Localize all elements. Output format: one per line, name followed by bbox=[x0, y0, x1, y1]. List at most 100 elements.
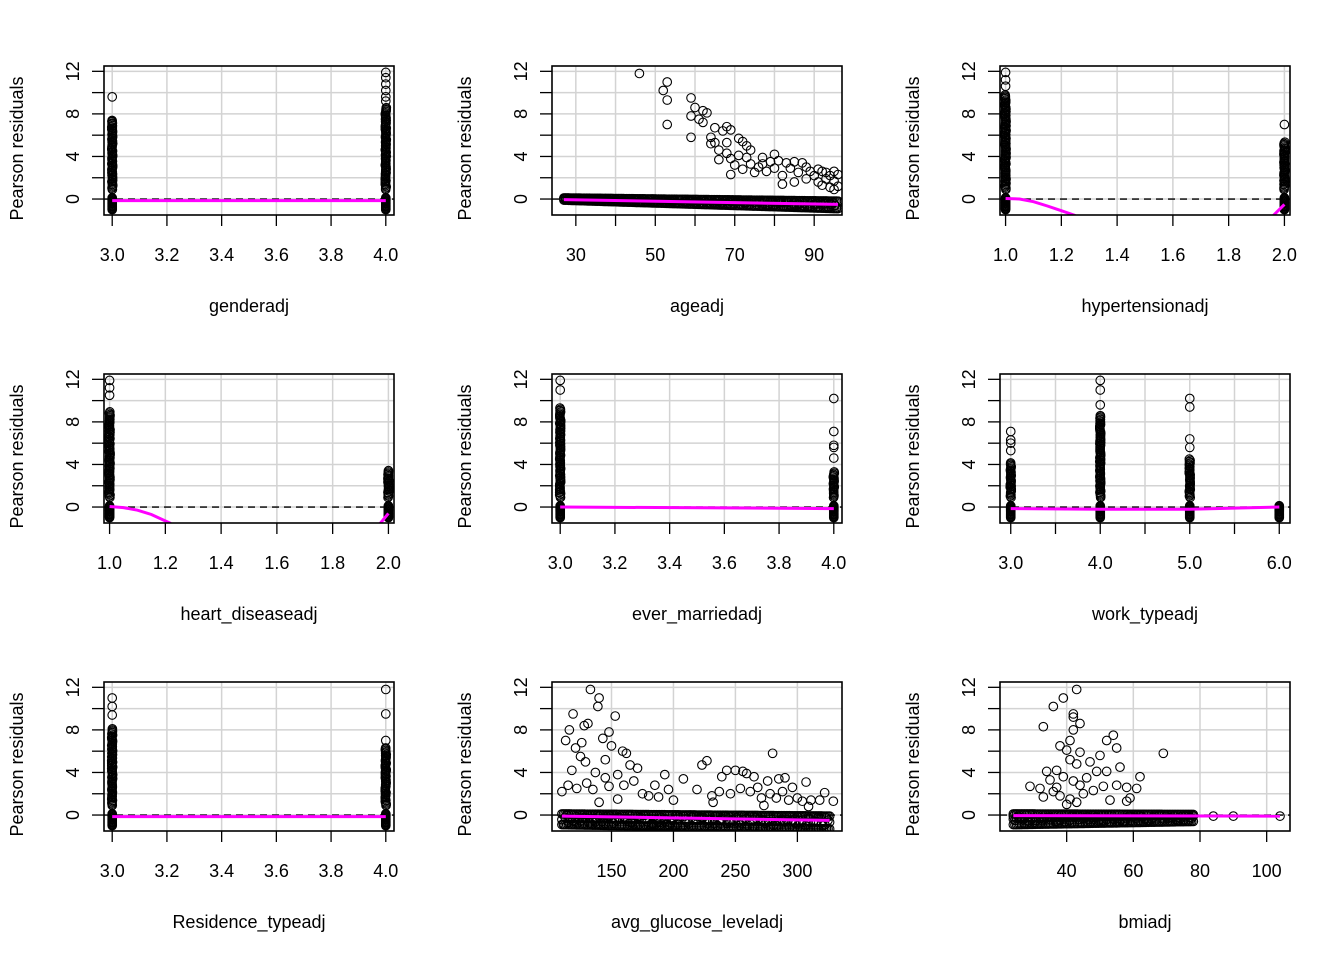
data-point bbox=[604, 727, 614, 737]
data-point bbox=[107, 92, 118, 102]
data-point bbox=[686, 111, 696, 121]
data-point bbox=[380, 79, 391, 89]
y-tick-label: 8 bbox=[511, 417, 531, 427]
data-point bbox=[579, 720, 590, 731]
residual-panel-bmiadj: 40 60 80 100 0 4 8 12 bmiadj Pearson residuals bbox=[903, 677, 1291, 932]
data-point bbox=[713, 145, 724, 155]
x-tick-label: 1.2 bbox=[1049, 245, 1074, 265]
y-tick-label: 8 bbox=[63, 417, 83, 427]
data-point bbox=[566, 765, 577, 776]
y-tick-label: 12 bbox=[63, 61, 83, 81]
y-tick-label: 8 bbox=[959, 109, 979, 119]
data-point bbox=[1061, 799, 1072, 810]
data-point bbox=[833, 181, 842, 192]
data-point bbox=[824, 817, 835, 827]
data-point bbox=[1095, 410, 1106, 421]
data-point bbox=[749, 771, 759, 782]
data-point bbox=[650, 780, 660, 791]
data-point bbox=[716, 771, 727, 782]
data-point bbox=[1041, 766, 1052, 777]
data-point bbox=[555, 375, 566, 386]
y-tick-label: 12 bbox=[511, 61, 531, 81]
data-point bbox=[783, 795, 794, 805]
data-point bbox=[580, 756, 591, 767]
plot-frame bbox=[551, 681, 843, 832]
data-point bbox=[104, 407, 115, 417]
data-point bbox=[730, 765, 741, 776]
x-tick-label: 3.6 bbox=[264, 245, 289, 265]
y-axis-title: Pearson residuals bbox=[7, 692, 27, 836]
data-point bbox=[828, 393, 839, 404]
data-point bbox=[833, 203, 842, 214]
data-point bbox=[380, 72, 391, 83]
y-tick-label: 0 bbox=[63, 502, 83, 512]
y-tick-label: 12 bbox=[959, 677, 979, 697]
data-point bbox=[1038, 792, 1049, 802]
data-point bbox=[752, 782, 763, 793]
data-point bbox=[590, 767, 601, 778]
data-point bbox=[381, 102, 392, 113]
data-point bbox=[777, 786, 788, 797]
data-point bbox=[1115, 762, 1125, 772]
data-point bbox=[817, 166, 827, 177]
y-tick-label: 0 bbox=[959, 194, 979, 204]
x-tick-label: 80 bbox=[1190, 861, 1210, 881]
plot-area bbox=[104, 374, 394, 523]
data-point bbox=[702, 107, 712, 118]
data-point bbox=[828, 426, 839, 437]
plot-area bbox=[104, 682, 394, 831]
x-tick-label: 4.0 bbox=[373, 245, 398, 265]
data-point bbox=[634, 68, 645, 79]
smooth-curve bbox=[1010, 505, 1280, 511]
data-point bbox=[773, 155, 784, 166]
data-point bbox=[555, 385, 566, 395]
x-tick-label: 1.6 bbox=[264, 553, 289, 573]
data-point bbox=[710, 122, 720, 133]
x-tick-label: 60 bbox=[1123, 861, 1143, 881]
data-point bbox=[1279, 137, 1290, 148]
data-point bbox=[1051, 765, 1062, 776]
plot-frame bbox=[103, 65, 395, 216]
y-tick-label: 4 bbox=[63, 767, 83, 777]
residual-panel-hypertensionadj: 1.0 1.2 1.4 1.6 1.8 2.0 0 4 8 12 hypertensionadj Pe… bbox=[903, 61, 1297, 316]
y-tick-label: 0 bbox=[959, 502, 979, 512]
data-point bbox=[585, 684, 596, 695]
x-tick-label: 3.0 bbox=[548, 553, 573, 573]
residual-panel-heart_diseaseadj: 1.0 1.2 1.4 1.6 1.8 2.0 0 4 8 12 heart_diseaseadj P… bbox=[7, 369, 401, 625]
data-point bbox=[557, 786, 567, 797]
data-point bbox=[761, 166, 772, 177]
plot-frame bbox=[551, 65, 843, 216]
data-point bbox=[1121, 796, 1132, 807]
y-tick-label: 4 bbox=[959, 767, 979, 777]
x-axis-title: ageadj bbox=[670, 296, 724, 316]
data-point bbox=[1121, 782, 1132, 793]
data-point bbox=[107, 710, 118, 720]
data-point bbox=[824, 824, 835, 831]
x-tick-label: 100 bbox=[1252, 861, 1282, 881]
data-point bbox=[792, 793, 803, 803]
data-point bbox=[1055, 791, 1065, 801]
x-tick-label: 1.6 bbox=[1160, 245, 1185, 265]
data-point bbox=[628, 776, 639, 786]
data-point bbox=[1051, 782, 1062, 793]
data-point bbox=[575, 751, 586, 762]
smooth-curve bbox=[563, 198, 839, 206]
data-point bbox=[1185, 455, 1195, 466]
x-tick-label: 3.0 bbox=[100, 861, 125, 881]
data-point bbox=[789, 156, 800, 167]
data-point bbox=[714, 786, 725, 797]
y-tick-label: 8 bbox=[511, 725, 531, 735]
x-tick-label: 4.0 bbox=[1088, 553, 1113, 573]
plot-frame bbox=[103, 681, 395, 832]
y-tick-label: 4 bbox=[511, 459, 531, 469]
data-point bbox=[713, 154, 724, 165]
x-axis-title: ever_marriedadj bbox=[632, 604, 762, 625]
data-point bbox=[1095, 385, 1106, 395]
residual-panel-ageadj: 30 50 70 90 0 4 8 12 ageadj Pearson residuals bbox=[455, 61, 843, 316]
x-axis-title: heart_diseaseadj bbox=[180, 604, 317, 625]
x-tick-label: 3.2 bbox=[154, 245, 179, 265]
y-tick-label: 12 bbox=[959, 369, 979, 389]
data-point bbox=[1135, 771, 1145, 782]
x-tick-label: 3.4 bbox=[657, 553, 682, 573]
data-point bbox=[1184, 402, 1195, 412]
